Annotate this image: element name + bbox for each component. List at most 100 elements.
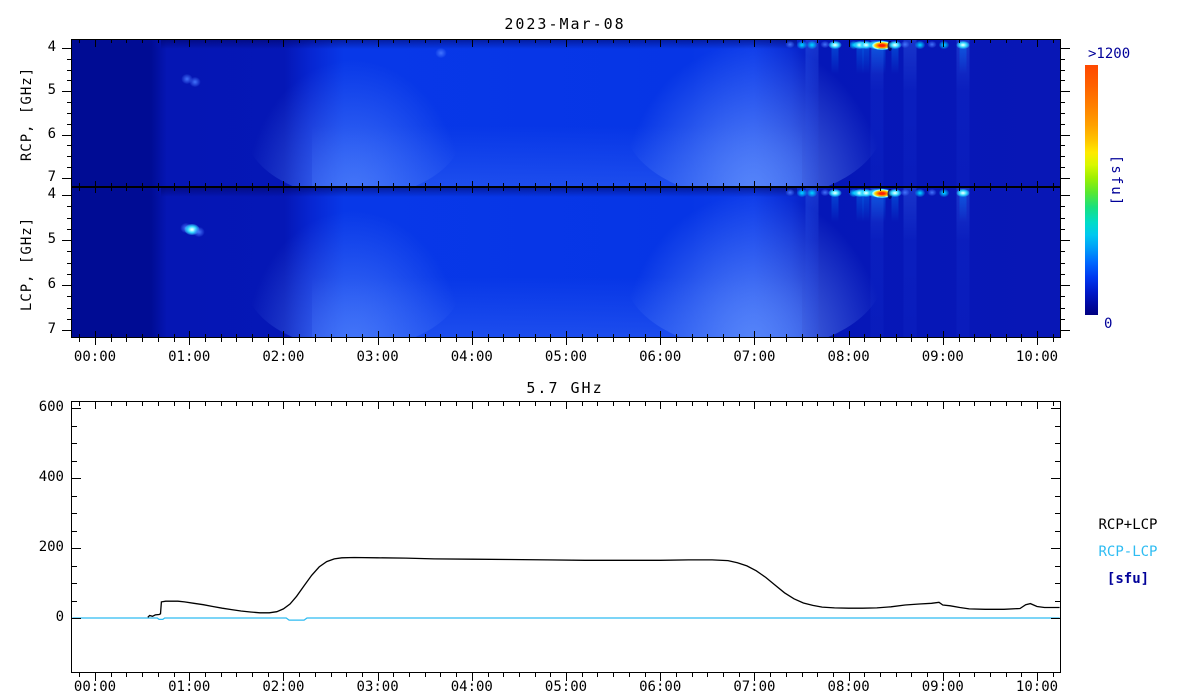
axis-tick (754, 181, 756, 186)
radio-burst-blob (900, 41, 910, 48)
axis-tick (770, 673, 772, 677)
axis-tick (1037, 402, 1038, 409)
series-RCP-LCP (72, 617, 1060, 621)
axis-tick (361, 673, 363, 677)
axis-tick (989, 673, 991, 677)
axis-tick (220, 40, 222, 43)
axis-tick (581, 402, 583, 406)
axis-tick (424, 188, 426, 191)
axis-tick (518, 183, 520, 186)
axis-tick (267, 338, 269, 342)
radio-burst-blob (853, 189, 867, 197)
axis-tick (1060, 167, 1065, 169)
axis-tick (283, 188, 285, 193)
axis-tick (942, 188, 944, 193)
axis-tick (675, 183, 677, 186)
axis-tick (1005, 188, 1007, 191)
axis-tick (660, 188, 662, 193)
axis-tick (880, 188, 881, 191)
axis-tick (644, 334, 646, 337)
burst-tail (871, 48, 879, 74)
burst-tail (891, 196, 899, 222)
axis-tick (927, 188, 929, 191)
axis-tick (62, 195, 72, 196)
sp-x-tick-label: 03:00 (356, 349, 399, 365)
ts-x-tick-label: 00:00 (73, 679, 117, 695)
axis-tick (361, 188, 363, 191)
axis-tick (252, 673, 253, 677)
axis-tick (801, 338, 803, 342)
axis-tick (409, 188, 410, 191)
ts-y-tick-label: 200 (38, 539, 64, 555)
axis-tick (471, 188, 473, 193)
legend-rcp-minus-lcp: RCP-LCP (1098, 544, 1158, 560)
axis-tick (770, 334, 772, 337)
axis-tick (566, 181, 567, 186)
axis-tick (503, 188, 505, 191)
sp-x-tick-label: 04:00 (450, 349, 493, 365)
axis-tick (1055, 530, 1060, 532)
sp-x-tick-label: 01:00 (168, 349, 211, 365)
radio-burst-blob (785, 41, 795, 48)
axis-tick (1060, 123, 1065, 125)
axis-tick (110, 338, 112, 342)
axis-tick (456, 402, 458, 406)
freq-spot (181, 74, 193, 85)
rcp-bottom-brightening (312, 126, 802, 186)
axis-tick (628, 40, 630, 43)
dynamic-spectrum (71, 39, 1061, 338)
axis-tick (204, 673, 206, 677)
axis-tick (424, 183, 426, 186)
axis-tick (518, 673, 520, 677)
axis-tick (801, 188, 803, 191)
axis-tick (1060, 69, 1065, 71)
axis-tick (110, 673, 112, 677)
axis-tick (110, 40, 112, 43)
axis-tick (252, 402, 253, 406)
axis-tick (628, 334, 630, 337)
axis-tick (283, 338, 285, 345)
lcp-freq-tick-label: 4 (47, 186, 56, 202)
axis-tick (314, 673, 316, 677)
axis-tick (550, 338, 552, 342)
radio-burst-blob (915, 189, 926, 197)
burst-tail (959, 196, 967, 222)
axis-tick (801, 673, 803, 677)
axis-tick (1055, 513, 1060, 514)
axis-tick (974, 673, 976, 677)
axis-tick (927, 402, 929, 406)
axis-tick (675, 188, 677, 191)
axis-tick (723, 183, 724, 186)
axis-tick (283, 331, 285, 337)
axis-tick (848, 188, 850, 193)
axis-tick (361, 338, 363, 342)
axis-tick (644, 40, 646, 43)
axis-tick (958, 183, 960, 186)
axis-tick (707, 188, 709, 191)
axis-tick (189, 188, 191, 193)
axis-tick (675, 40, 677, 43)
axis-tick (989, 334, 991, 337)
axis-tick (974, 183, 976, 186)
burst-column-streak (903, 188, 917, 337)
rcp-lowfreq-bright-left (244, 58, 464, 186)
axis-tick (220, 402, 222, 406)
axis-tick (989, 40, 991, 43)
axis-tick (471, 673, 473, 681)
panel-divider (72, 186, 1060, 188)
axis-tick (67, 167, 72, 169)
axis-tick (142, 183, 144, 186)
axis-tick (377, 673, 379, 681)
colorbar (1085, 65, 1098, 315)
burst-column-streak (956, 188, 970, 337)
axis-tick (691, 183, 693, 186)
axis-tick (534, 40, 536, 43)
lcp-spectrogram-panel (72, 188, 1060, 337)
axis-tick (832, 334, 834, 337)
axis-tick (974, 338, 976, 342)
axis-tick (974, 188, 976, 191)
axis-tick (1052, 334, 1054, 337)
radio-burst-blob (956, 41, 970, 49)
axis-tick (220, 188, 222, 191)
axis-tick (817, 402, 819, 406)
